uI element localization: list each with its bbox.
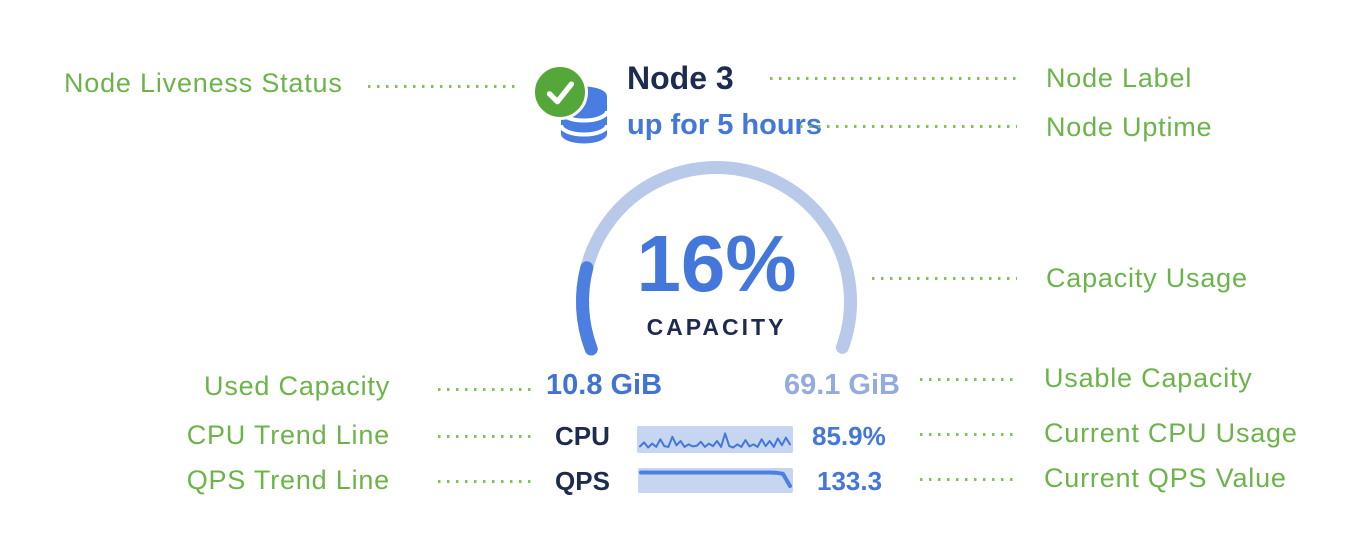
qps-sparkline xyxy=(638,468,793,493)
annotation-node-liveness-status: Node Liveness Status xyxy=(64,68,343,98)
leader-line xyxy=(770,77,1017,80)
qps-label: QPS xyxy=(555,466,610,496)
annotation-qps-trend-line: QPS Trend Line xyxy=(186,465,390,495)
leader-line xyxy=(920,433,1018,436)
cpu-sparkline-path xyxy=(639,432,791,449)
annotation-node-uptime: Node Uptime xyxy=(1046,112,1213,142)
qps-sparkline-path xyxy=(639,470,792,488)
annotation-node-label: Node Label xyxy=(1046,63,1193,93)
leader-line xyxy=(800,125,1017,128)
qps-value: 133.3 xyxy=(817,466,883,496)
annotation-capacity-usage: Capacity Usage xyxy=(1046,263,1248,293)
annotation-used-capacity: Used Capacity xyxy=(204,371,390,401)
node-label: Node 3 xyxy=(627,60,734,96)
leader-line xyxy=(438,388,532,391)
gauge-fill xyxy=(576,261,598,356)
cpu-label: CPU xyxy=(555,421,610,451)
leader-line xyxy=(438,480,532,483)
capacity-percent: 16% xyxy=(636,219,797,308)
usable-capacity-value: 69.1 GiB xyxy=(783,369,900,401)
leader-line xyxy=(438,435,532,438)
annotation-current-qps-value: Current QPS Value xyxy=(1044,463,1287,493)
cpu-sparkline xyxy=(637,426,793,453)
capacity-caption: CAPACITY xyxy=(646,314,787,340)
leader-line xyxy=(368,85,520,88)
capacity-gauge xyxy=(576,161,857,356)
annotation-cpu-trend-line: CPU Trend Line xyxy=(186,420,390,450)
cpu-value: 85.9% xyxy=(812,421,886,451)
annotation-usable-capacity: Usable Capacity xyxy=(1044,363,1253,393)
leader-line xyxy=(872,277,1017,280)
node-uptime: up for 5 hours xyxy=(627,109,822,141)
leader-line xyxy=(920,378,1018,381)
liveness-check-circle-icon xyxy=(532,64,588,120)
checkmark-icon xyxy=(546,81,575,105)
used-capacity-value: 10.8 GiB xyxy=(546,369,663,401)
leader-line xyxy=(920,478,1018,481)
annotation-current-cpu-usage: Current CPU Usage xyxy=(1044,418,1298,448)
